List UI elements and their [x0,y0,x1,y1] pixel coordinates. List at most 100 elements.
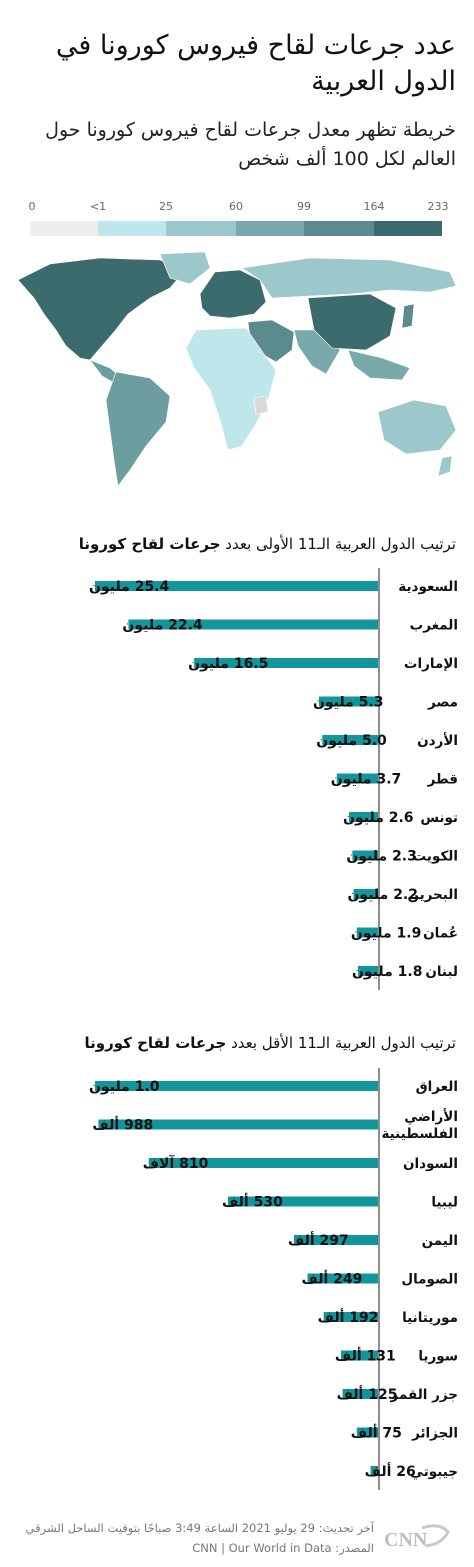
top-chart-title: ترتيب الدول العربية الـ11 الأولى بعدد جر… [78,535,456,553]
bar-category-label: الكويت [413,849,458,865]
color-legend [30,221,442,236]
page-subtitle: خريطة تظهر معدل جرعات لقاح فيروس كورونا … [45,119,456,170]
bar [356,1427,378,1438]
bar [95,1081,378,1091]
bar [194,658,378,668]
bar-category-label: السودان [403,1156,458,1172]
bar [307,1273,378,1284]
bar-value-label: 1.8 مليون [352,964,423,980]
bar-value-label: 75 ألف [351,1424,402,1442]
map-south-america [105,371,171,487]
legend-swatch [30,221,98,236]
bar-value-label: 297 ألف [288,1231,349,1249]
bar-category-label: المغرب [410,618,458,634]
legend-tick-label: 164 [363,200,385,213]
bar-category-label: الأردن [417,732,458,749]
world-map-icon [10,250,465,490]
bar [322,735,378,745]
source-text: المصدر: CNN | Our World in Data [192,1541,374,1555]
bar-category-label: ليبيا [431,1195,458,1211]
legend-tick-labels: 0 <1 25 60 99 164 233 [28,200,449,216]
bar-category-label: السعودية [398,579,458,595]
cnn-arabic-logo-icon: CNN [384,1524,450,1551]
legend-tick-label: 60 [229,200,243,213]
svg-text:CNN: CNN [384,1529,428,1551]
bar-value-label: 2.2 مليون [347,887,418,903]
bar [352,850,378,861]
bar [98,1119,379,1130]
bar-value-label: 26 ألف [365,1462,416,1480]
bar-value-label: 3.7 مليون [331,772,402,788]
bar-value-label: 2.6 مليون [343,810,414,826]
bar-category-label: لبنان [425,964,458,980]
bottom-chart-title: ترتيب الدول العربية الـ11 الأقل بعدد جرع… [84,1034,456,1052]
bar [349,812,378,822]
bar-value-label: 988 ألف [92,1116,153,1134]
legend-tick-label: 99 [297,200,311,213]
bar-value-label: 25.4 مليون [89,579,170,595]
legend-swatch [374,221,442,236]
bar-value-label: 1.9 مليون [351,926,422,942]
top-11-bar-chart: 25.4 مليون السعودية 22.4 مليون المغرب 16.5 م… [89,568,458,990]
bar-category-label: الجزائر [411,1426,458,1442]
page-title: عدد جرعات لقاح فيروس كورونا في الدول الع… [55,30,456,97]
bar-value-label: 131 ألف [335,1347,396,1365]
bar [148,1158,378,1168]
bar-category-label: سوريا [418,1349,458,1365]
bar-category-label: موريتانيا [402,1310,458,1326]
map-australia [377,399,457,455]
bar-value-label: 2.3 مليون [346,849,417,865]
legend-swatch [304,221,374,236]
map-greenland [159,251,211,285]
legend-tick-label: 25 [159,200,173,213]
map-europe [199,269,267,319]
bar [342,1389,378,1399]
bar [336,773,378,784]
bar-value-label: 192 ألف [318,1308,379,1326]
last-updated-text: آخر تحديث: 29 يوليو 2021 الساعة 3:49 صبا… [25,1521,374,1535]
legend-swatch [236,221,304,236]
bar [340,1350,378,1361]
bar-value-label: 16.5 مليون [188,656,268,672]
bar [128,619,378,630]
bar [228,1196,378,1207]
bar-value-label: 810 آلاف [143,1154,209,1172]
bar [95,581,378,591]
legend-swatch [166,221,236,236]
bar [356,927,378,938]
bar [318,696,378,707]
bar-category-label: الإمارات [404,656,458,672]
bar-value-label: 1.0 مليون [89,1079,160,1095]
bar-category-label: جزر القمر [390,1387,458,1403]
map-china [307,293,397,351]
bar-value-label: 125 ألف [337,1385,398,1403]
bar-category-label: عُمان [423,926,458,942]
bar-category-label: قطر [427,772,458,788]
bar-value-label: 5.0 مليون [316,733,387,749]
bar [357,966,378,976]
bar-value-label: 530 ألف [222,1193,283,1211]
bar-category-label: البحرين [407,887,458,903]
legend-tick-label: 0 [28,200,36,213]
bar [323,1312,378,1322]
bar-category-label: تونس [420,810,458,826]
map-russia [241,257,457,299]
bar-category-label: الأراضي [404,1108,458,1125]
bar [353,889,378,899]
bar-category-label: العراق [416,1079,458,1095]
map-africa [185,327,277,451]
bar-category-label: جيبوتي [410,1464,458,1480]
legend-tick-label: 233 [427,200,449,213]
bar-value-label: 22.4 مليون [122,618,203,634]
bar-category-label: الصومال [401,1272,458,1288]
bar [293,1235,378,1245]
bar [370,1466,378,1476]
bar-category-label: مصر [427,695,458,711]
legend-tick-label: <1 [89,200,107,213]
bar-value-label: 249 ألف [302,1270,363,1288]
bar-category-label: اليمن [422,1233,458,1249]
map-north-america [17,257,186,361]
bar-category-label: الفلسطينية [381,1126,458,1142]
bar-value-label: 5.3 مليون [313,695,384,711]
